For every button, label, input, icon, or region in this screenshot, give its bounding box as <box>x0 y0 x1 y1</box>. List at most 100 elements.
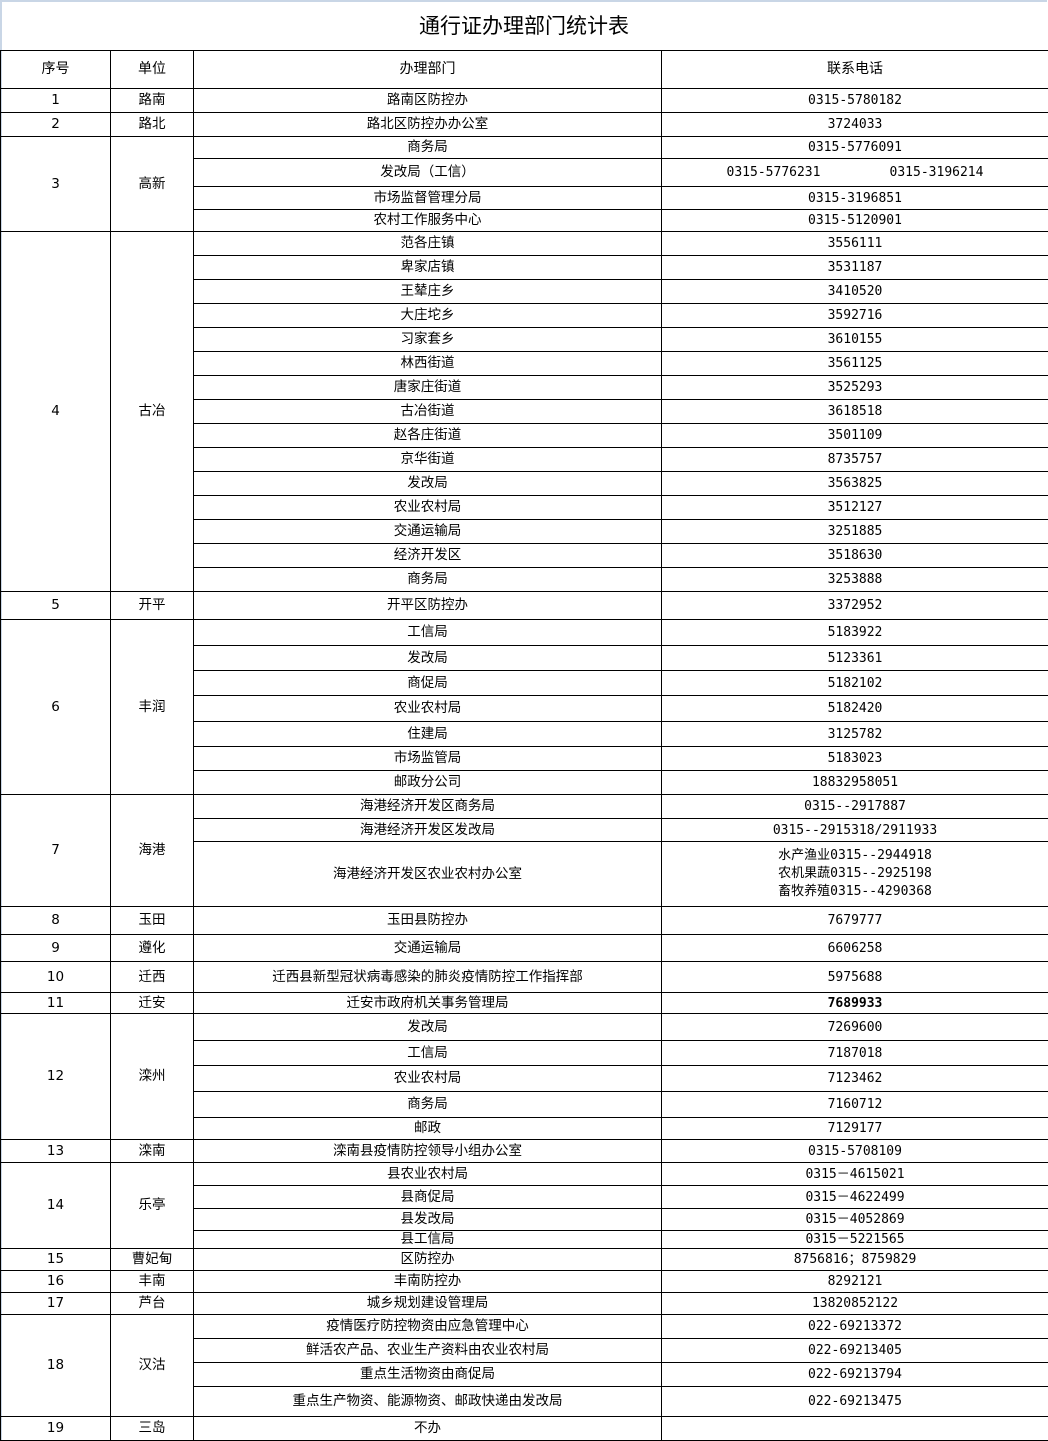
phone-cell: 7123462 <box>662 1066 1048 1092</box>
department-cell: 发改局（工信） <box>194 159 662 187</box>
department-cell: 古冶街道 <box>194 400 662 424</box>
phone-number: 7129177 <box>828 1121 883 1136</box>
department-cell: 市场监管局 <box>194 747 662 771</box>
row-number: 9 <box>1 935 111 962</box>
phone-number: 022-69213475 <box>808 1394 902 1409</box>
phone-cell: 13820852122 <box>662 1293 1048 1315</box>
unit-cell: 丰南 <box>111 1271 194 1293</box>
department-cell: 农业农村局 <box>194 1066 662 1092</box>
phone-number: 3563825 <box>828 476 883 491</box>
department-cell: 发改局 <box>194 472 662 496</box>
phone-cell <box>662 1417 1048 1441</box>
header-unit: 单位 <box>111 51 194 89</box>
department-cell: 区防控办 <box>194 1249 662 1271</box>
department-cell: 发改局 <box>194 646 662 671</box>
phone-cell: 3724033 <box>662 113 1048 137</box>
unit-cell: 海港 <box>111 795 194 907</box>
phone-number: 0315--2915318/2911933 <box>773 823 937 838</box>
phone-cell: 7129177 <box>662 1118 1048 1140</box>
phone-cell: 3512127 <box>662 496 1048 520</box>
page-title: 通行证办理部门统计表 <box>0 0 1048 50</box>
department-cell: 疫情医疗防控物资由应急管理中心 <box>194 1315 662 1339</box>
phone-cell: 5975688 <box>662 962 1048 993</box>
phone-cell: 8756816；8759829 <box>662 1249 1048 1271</box>
phone-cell: 18832958051 <box>662 771 1048 795</box>
phone-cell: 0315--2917887 <box>662 795 1048 819</box>
phone-number: 7160712 <box>828 1097 883 1112</box>
department-cell: 商务局 <box>194 137 662 159</box>
unit-cell: 开平 <box>111 592 194 620</box>
unit-cell: 迁安 <box>111 993 194 1014</box>
department-cell: 丰南防控办 <box>194 1271 662 1293</box>
phone-number: 3592716 <box>828 308 883 323</box>
phone-number: 0315-5120901 <box>808 213 902 228</box>
phone-cell: 0315-5708109 <box>662 1140 1048 1163</box>
phone-number: 022-69213372 <box>808 1319 902 1334</box>
department-cell: 县工信局 <box>194 1231 662 1249</box>
phone-cell: 022-69213475 <box>662 1387 1048 1417</box>
header-phone: 联系电话 <box>662 51 1048 89</box>
department-cell: 重点生活物资由商促局 <box>194 1363 662 1387</box>
row-number: 13 <box>1 1140 111 1163</box>
department-cell: 发改局 <box>194 1014 662 1041</box>
phone-cell: 7187018 <box>662 1041 1048 1066</box>
unit-cell: 迁西 <box>111 962 194 993</box>
phone-number: 8735757 <box>828 452 883 467</box>
phone-cell: 5183922 <box>662 620 1048 646</box>
phone-cell: 3253888 <box>662 568 1048 592</box>
unit-cell: 汉沽 <box>111 1315 194 1417</box>
department-cell: 重点生产物资、能源物资、邮政快递由发改局 <box>194 1387 662 1417</box>
phone-cell: 0315-5120901 <box>662 210 1048 232</box>
phone-cell: 7679777 <box>662 907 1048 935</box>
department-cell: 县商促局 <box>194 1186 662 1209</box>
department-cell: 路北区防控办办公室 <box>194 113 662 137</box>
phone-number: 3724033 <box>828 117 883 132</box>
department-cell: 迁安市政府机关事务管理局 <box>194 993 662 1014</box>
department-cell: 迁西县新型冠状病毒感染的肺炎疫情防控工作指挥部 <box>194 962 662 993</box>
department-cell: 不办 <box>194 1417 662 1441</box>
phone-number: 3518630 <box>828 548 883 563</box>
phone-number: 5123361 <box>828 651 883 666</box>
row-number: 14 <box>1 1163 111 1249</box>
phone-number: 0315-3196214 <box>890 164 984 181</box>
phone-number: 0315-3196851 <box>808 191 902 206</box>
phone-number: 3525293 <box>828 380 883 395</box>
unit-cell: 滦州 <box>111 1014 194 1140</box>
phone-cell: 3372952 <box>662 592 1048 620</box>
department-cell: 滦南县疫情防控领导小组办公室 <box>194 1140 662 1163</box>
phone-number: 3531187 <box>828 260 883 275</box>
phone-cell: 0315-5780182 <box>662 89 1048 113</box>
phone-cell: 3501109 <box>662 424 1048 448</box>
phone-number: 0315-5780182 <box>808 93 902 108</box>
department-cell: 商务局 <box>194 568 662 592</box>
row-number: 8 <box>1 907 111 935</box>
phone-number: 0315--2917887 <box>804 799 906 814</box>
phone-number: 6606258 <box>828 941 883 956</box>
row-number: 19 <box>1 1417 111 1441</box>
phone-cell: 0315--2915318/2911933 <box>662 819 1048 842</box>
phone-number: 0315－4052869 <box>805 1212 904 1227</box>
department-cell: 开平区防控办 <box>194 592 662 620</box>
header-no: 序号 <box>1 51 111 89</box>
row-number: 15 <box>1 1249 111 1271</box>
row-number: 4 <box>1 232 111 592</box>
phone-cell: 3561125 <box>662 352 1048 376</box>
phone-number: 0315－5221565 <box>805 1232 904 1247</box>
phone-number: 3410520 <box>828 284 883 299</box>
unit-cell: 三岛 <box>111 1417 194 1441</box>
phone-number: 0315-5708109 <box>808 1144 902 1159</box>
department-cell: 海港经济开发区农业农村办公室 <box>194 842 662 907</box>
